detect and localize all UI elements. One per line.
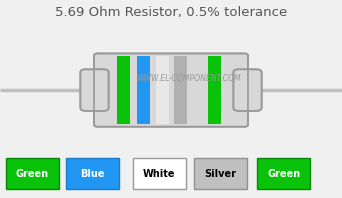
Text: Green: Green: [267, 169, 300, 179]
Text: Blue: Blue: [80, 169, 105, 179]
Bar: [257, 158, 310, 189]
Bar: [117, 56, 130, 124]
Bar: [6, 158, 59, 189]
Text: WWW.EL-COMPONENT.COM: WWW.EL-COMPONENT.COM: [136, 74, 240, 83]
Bar: [241, 73, 248, 107]
Text: Silver: Silver: [205, 169, 237, 179]
Bar: [194, 158, 247, 189]
Bar: [208, 56, 221, 124]
Bar: [156, 56, 169, 124]
Text: Green: Green: [16, 169, 49, 179]
Bar: [133, 158, 185, 189]
Text: 5.69 Ohm Resistor, 0.5% tolerance: 5.69 Ohm Resistor, 0.5% tolerance: [55, 6, 287, 19]
FancyBboxPatch shape: [233, 69, 262, 111]
Text: White: White: [143, 169, 175, 179]
FancyBboxPatch shape: [80, 69, 109, 111]
Bar: [94, 73, 101, 107]
Bar: [174, 56, 187, 124]
Bar: [241, 73, 248, 107]
Bar: [136, 56, 149, 124]
Bar: [66, 158, 119, 189]
FancyBboxPatch shape: [94, 53, 248, 127]
Bar: [94, 73, 101, 107]
